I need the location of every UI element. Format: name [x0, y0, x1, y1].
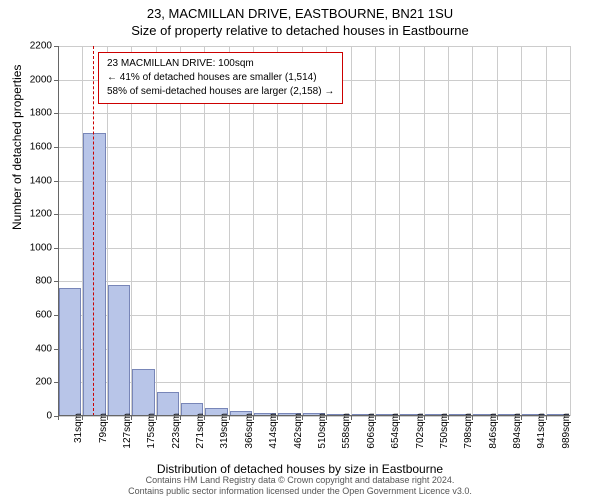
gridline-h — [58, 248, 570, 249]
x-tick — [107, 416, 108, 420]
x-tick — [58, 416, 59, 420]
gridline-v — [546, 46, 547, 416]
gridline-h — [58, 181, 570, 182]
property-marker-line — [93, 46, 94, 416]
gridline-h — [58, 46, 570, 47]
x-tick — [156, 416, 157, 420]
gridline-h — [58, 315, 570, 316]
gridline-v — [570, 46, 571, 416]
x-tick — [399, 416, 400, 420]
x-tick — [277, 416, 278, 420]
x-tick — [131, 416, 132, 420]
x-tick — [302, 416, 303, 420]
y-tick-label: 2200 — [12, 41, 52, 52]
footer-line1: Contains HM Land Registry data © Crown c… — [0, 475, 600, 487]
chart-subtitle: Size of property relative to detached ho… — [0, 21, 600, 38]
y-tick-label: 800 — [12, 276, 52, 287]
x-tick — [82, 416, 83, 420]
gridline-h — [58, 147, 570, 148]
chart-footer: Contains HM Land Registry data © Crown c… — [0, 475, 600, 498]
x-tick — [497, 416, 498, 420]
gridline-v — [497, 46, 498, 416]
gridline-v — [399, 46, 400, 416]
x-tick — [546, 416, 547, 420]
gridline-v — [448, 46, 449, 416]
y-axis-line — [58, 46, 59, 416]
histogram-bar — [59, 288, 81, 416]
x-tick — [448, 416, 449, 420]
gridline-h — [58, 113, 570, 114]
annotation-line2: ← 41% of detached houses are smaller (1,… — [107, 71, 334, 85]
y-tick-label: 1000 — [12, 242, 52, 253]
x-axis-line — [58, 415, 570, 416]
gridline-h — [58, 349, 570, 350]
annotation-line1: 23 MACMILLAN DRIVE: 100sqm — [107, 57, 334, 71]
histogram-bar — [132, 369, 154, 416]
chart-title: 23, MACMILLAN DRIVE, EASTBOURNE, BN21 1S… — [0, 0, 600, 21]
gridline-h — [58, 281, 570, 282]
gridline-v — [472, 46, 473, 416]
x-tick — [326, 416, 327, 420]
gridline-v — [521, 46, 522, 416]
x-tick — [375, 416, 376, 420]
chart-plot-area: 0200400600800100012001400160018002000220… — [58, 46, 570, 416]
x-tick — [204, 416, 205, 420]
histogram-bar — [83, 133, 105, 416]
x-tick — [253, 416, 254, 420]
x-tick — [424, 416, 425, 420]
y-tick-label: 400 — [12, 343, 52, 354]
y-axis-title: Number of detached properties — [10, 65, 24, 230]
x-tick — [180, 416, 181, 420]
x-tick — [521, 416, 522, 420]
gridline-v — [424, 46, 425, 416]
y-tick-label: 200 — [12, 377, 52, 388]
footer-line2: Contains public sector information licen… — [0, 486, 600, 498]
x-tick — [229, 416, 230, 420]
y-tick-label: 600 — [12, 310, 52, 321]
marker-annotation: 23 MACMILLAN DRIVE: 100sqm ← 41% of deta… — [98, 52, 343, 104]
histogram-bar — [108, 285, 130, 416]
gridline-v — [351, 46, 352, 416]
x-tick-label: 989sqm — [561, 413, 572, 449]
y-tick-label: 0 — [12, 411, 52, 422]
x-tick — [472, 416, 473, 420]
gridline-v — [375, 46, 376, 416]
annotation-line3: 58% of semi-detached houses are larger (… — [107, 85, 334, 99]
x-tick — [351, 416, 352, 420]
gridline-h — [58, 214, 570, 215]
